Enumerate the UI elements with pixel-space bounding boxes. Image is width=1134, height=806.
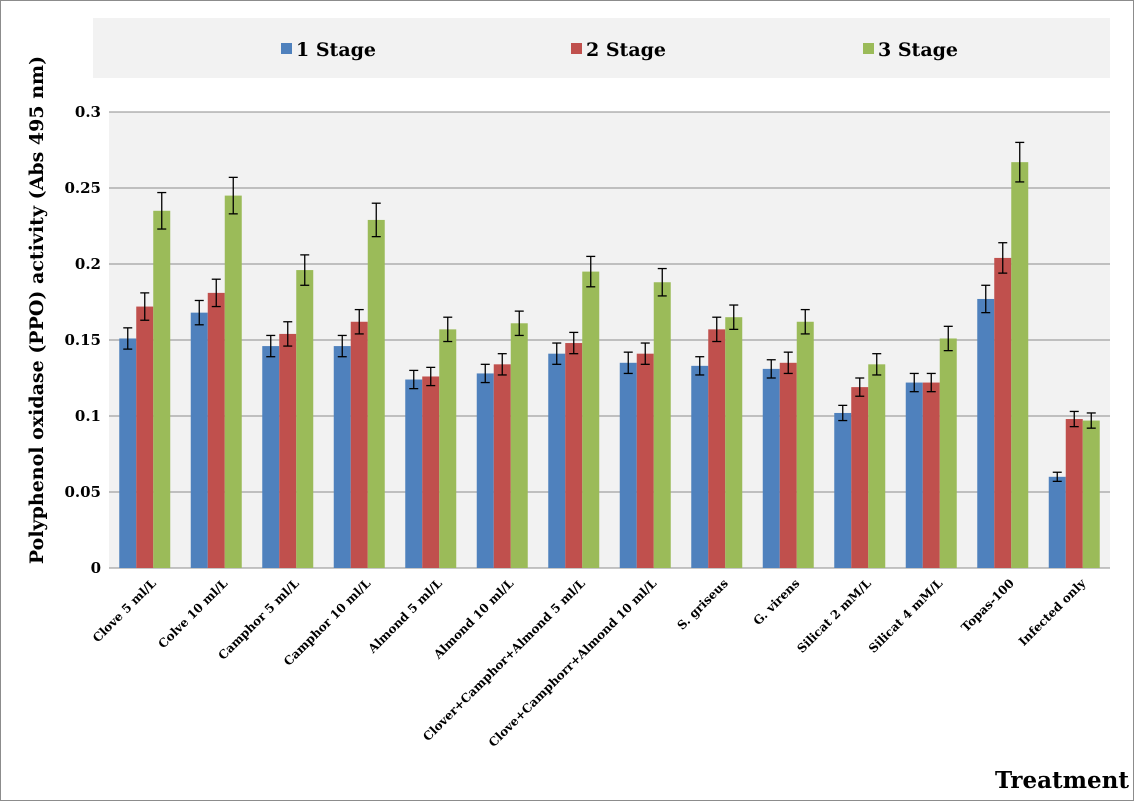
y-axis-ticks: 0 0.05 0.1 0.15 0.2 0.25 0.3 [64,103,101,577]
y-tick-label: 0.2 [75,255,101,273]
bar [1048,476,1066,568]
bar [977,298,995,568]
legend-swatch [863,43,874,54]
bar [136,306,154,568]
bar [708,329,726,568]
bar [636,353,654,568]
bar [476,373,494,568]
y-tick-label: 0 [91,559,101,577]
bar [565,343,583,568]
bar [510,323,528,568]
legend: 1 Stage 2 Stage 3 Stage [281,39,958,61]
bar [119,338,137,568]
bar [190,312,208,568]
bar [851,387,869,568]
y-tick-label: 0.15 [64,331,101,349]
bar [779,362,797,568]
legend-swatch [281,43,292,54]
bar [994,257,1012,568]
bar [1011,162,1029,568]
bar [296,270,314,568]
bar [939,338,957,568]
legend-label: 3 Stage [878,39,958,61]
y-tick-label: 0.25 [64,179,101,197]
bar [762,368,780,568]
bar [1065,419,1083,568]
legend-label: 2 Stage [586,39,666,61]
bar [153,210,171,569]
bar [279,333,297,568]
error-bars [123,141,1096,483]
bar [619,362,637,568]
legend-background [93,18,1110,78]
bar [725,317,743,568]
bar [224,195,242,568]
bar [367,219,385,569]
bar [834,412,852,568]
y-axis-title: Polyphenol oxidase (PPO) activity (Abs 4… [26,56,48,564]
bar [405,379,423,568]
x-axis-title: Treatment [995,767,1129,794]
bar [493,364,511,568]
legend-swatch [571,43,582,54]
bar [905,382,923,568]
bar [548,353,566,568]
bar [653,282,671,568]
bar [922,382,940,568]
bar [796,321,814,568]
bar [333,346,351,568]
bar [262,346,280,568]
bar [691,365,709,568]
bar [422,376,440,568]
y-tick-label: 0.05 [64,483,101,501]
bar [439,329,457,568]
bar [1082,420,1100,568]
legend-label: 1 Stage [296,39,376,61]
bar [207,292,225,568]
y-tick-label: 0.1 [75,407,101,425]
bar [868,364,886,568]
bars [119,162,1100,569]
y-tick-label: 0.3 [75,103,101,121]
bar [582,271,600,568]
bar [350,321,368,568]
